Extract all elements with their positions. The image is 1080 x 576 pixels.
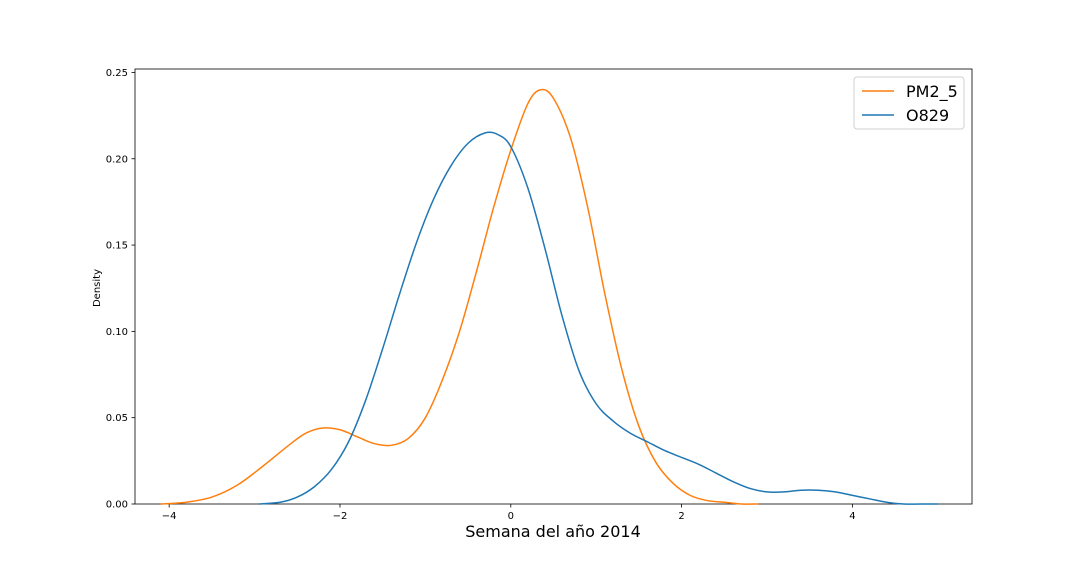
legend: PM2_5 O829 [853,76,965,130]
y-tick-label: 0.00 [106,500,128,511]
y-axis-label: Density [92,269,103,307]
legend-box [853,76,965,130]
plot-area [134,68,973,505]
y-tick-label: 0.15 [106,241,128,252]
series-line-pm2-5 [160,88,759,505]
x-axis-label: Semana del año 2014 [465,522,641,541]
x-tick-label: 0 [508,511,514,522]
y-axis: 0.00 0.05 0.10 0.15 0.20 0.25 [106,68,135,511]
y-tick-label: 0.20 [106,154,128,165]
legend-label: O829 [906,106,949,125]
y-tick-label: 0.25 [106,68,128,79]
series-layer [160,88,938,505]
y-tick-label: 0.05 [106,413,128,424]
x-tick-label: 4 [849,511,855,522]
y-tick-label: 0.10 [106,327,128,338]
series-line-o829 [258,131,938,505]
x-tick-label: −2 [333,511,348,522]
plot-frame [134,68,973,505]
x-tick-label: 2 [678,511,684,522]
x-tick-label: −4 [162,511,177,522]
legend-label: PM2_5 [906,82,958,102]
x-axis: −4 −2 0 2 4 [162,504,856,522]
